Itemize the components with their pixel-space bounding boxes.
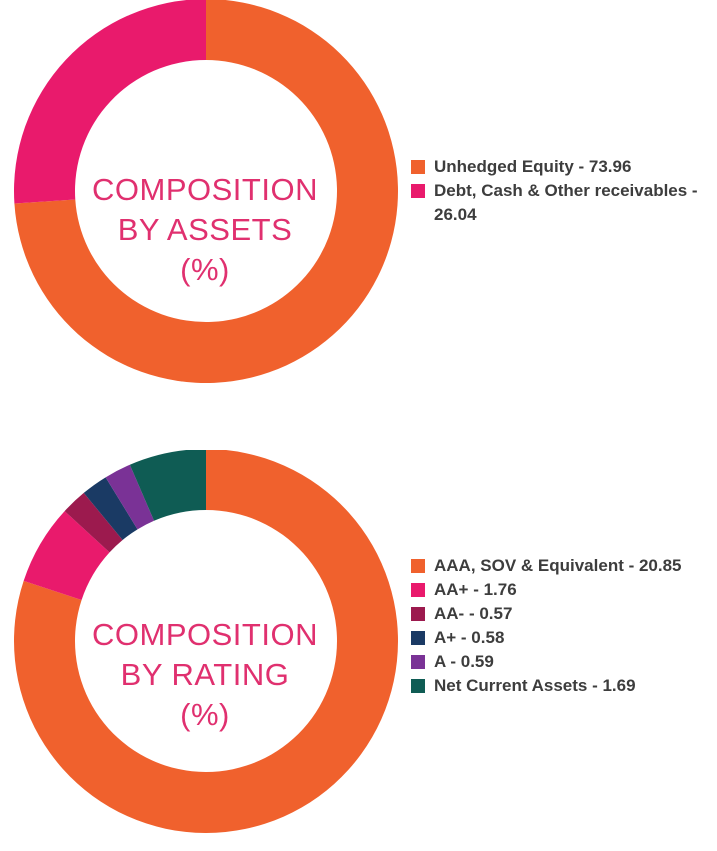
legend-item: AAA, SOV & Equivalent - 20.85 bbox=[411, 554, 711, 578]
donut-slice-1 bbox=[14, 0, 206, 204]
legend-item: AA- - 0.57 bbox=[411, 602, 711, 626]
legend-swatch bbox=[411, 631, 425, 645]
rating-title-line-1: COMPOSITION bbox=[92, 617, 318, 652]
donut-slice-1 bbox=[23, 511, 110, 600]
legend-swatch bbox=[411, 607, 425, 621]
legend-label: Unhedged Equity - 73.96 bbox=[434, 157, 632, 176]
assets-title-line-2: BY ASSETS bbox=[117, 212, 293, 247]
rating-composition-chart: COMPOSITION BY RATING (%) AAA, SOV & Equ… bbox=[0, 450, 717, 850]
legend-label: A - 0.59 bbox=[434, 652, 494, 671]
donut-slice-0 bbox=[14, 0, 398, 383]
legend-item: Net Current Assets - 1.69 bbox=[411, 674, 711, 698]
legend-swatch bbox=[411, 160, 425, 174]
legend-item: AA+ - 1.76 bbox=[411, 578, 711, 602]
donut-slice-5 bbox=[129, 450, 206, 521]
legend-swatch bbox=[411, 679, 425, 693]
rating-center-title: COMPOSITION BY RATING (%) bbox=[60, 615, 350, 735]
legend-swatch bbox=[411, 583, 425, 597]
donut-slice-4 bbox=[105, 464, 155, 530]
assets-composition-chart: COMPOSITION BY ASSETS (%) Unhedged Equit… bbox=[0, 0, 717, 400]
legend-label: Debt, Cash & Other receivables - 26.04 bbox=[434, 181, 698, 224]
legend-swatch bbox=[411, 184, 425, 198]
donut-slice-0 bbox=[14, 450, 398, 833]
legend-item: A+ - 0.58 bbox=[411, 626, 711, 650]
legend-item: Unhedged Equity - 73.96 bbox=[411, 155, 711, 179]
legend-swatch bbox=[411, 655, 425, 669]
assets-center-title: COMPOSITION BY ASSETS (%) bbox=[60, 170, 350, 290]
legend-swatch bbox=[411, 559, 425, 573]
rating-title-line-3: (%) bbox=[180, 697, 230, 732]
rating-title-line-2: BY RATING bbox=[120, 657, 290, 692]
assets-title-line-1: COMPOSITION bbox=[92, 172, 318, 207]
legend-label: Net Current Assets - 1.69 bbox=[434, 676, 636, 695]
donut-slice-2 bbox=[64, 492, 123, 553]
assets-title-line-3: (%) bbox=[180, 252, 230, 287]
assets-legend: Unhedged Equity - 73.96 Debt, Cash & Oth… bbox=[411, 155, 711, 227]
legend-item: A - 0.59 bbox=[411, 650, 711, 674]
assets-donut bbox=[14, 0, 398, 383]
donut-slice-3 bbox=[83, 477, 138, 540]
legend-label: AA+ - 1.76 bbox=[434, 580, 517, 599]
rating-donut bbox=[14, 450, 398, 833]
legend-item: Debt, Cash & Other receivables - 26.04 bbox=[411, 179, 711, 227]
legend-label: A+ - 0.58 bbox=[434, 628, 505, 647]
legend-label: AA- - 0.57 bbox=[434, 604, 513, 623]
legend-label: AAA, SOV & Equivalent - 20.85 bbox=[434, 556, 682, 575]
rating-legend: AAA, SOV & Equivalent - 20.85 AA+ - 1.76… bbox=[411, 554, 711, 698]
